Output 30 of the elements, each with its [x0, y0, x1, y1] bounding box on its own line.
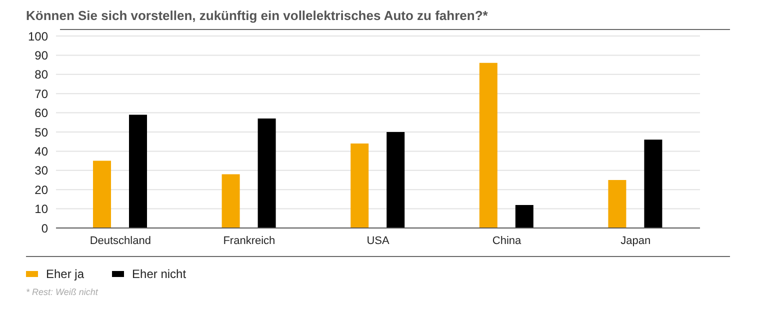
- bar: [222, 174, 240, 228]
- bar: [608, 180, 626, 228]
- y-tick-label: 70: [34, 86, 48, 101]
- y-tick-label: 0: [41, 221, 48, 236]
- x-tick-label: China: [492, 234, 522, 247]
- bar: [350, 144, 369, 228]
- y-tick-label: 80: [34, 68, 48, 82]
- y-tick-label: 10: [34, 202, 48, 216]
- bar: [644, 140, 662, 228]
- chart-title: Können Sie sich vorstellen, zukünftig ein vollelektrisches Auto zu fahren?*: [26, 8, 489, 23]
- bar: [515, 204, 534, 228]
- bar: [93, 160, 111, 228]
- x-tick-label: USA: [366, 234, 390, 247]
- legend-label: Eher nicht: [132, 267, 186, 281]
- y-tick-label: 90: [34, 48, 48, 62]
- legend-label: Eher ja: [46, 267, 84, 281]
- x-tick-label: Japan: [620, 234, 651, 247]
- bar: [386, 132, 405, 228]
- y-tick-label: 30: [34, 164, 48, 178]
- x-tick-label: Frankreich: [223, 234, 276, 247]
- bar: [129, 114, 147, 228]
- y-tick-label: 60: [34, 106, 48, 120]
- y-tick-label: 100: [28, 29, 48, 44]
- y-tick-label: 20: [34, 182, 48, 197]
- bar: [479, 62, 498, 228]
- y-tick-label: 40: [34, 144, 48, 158]
- x-tick-label: Deutschland: [90, 234, 151, 247]
- y-tick-label: 50: [34, 125, 48, 140]
- bar: [258, 118, 276, 228]
- text: * Rest: Weiß nicht: [26, 287, 100, 297]
